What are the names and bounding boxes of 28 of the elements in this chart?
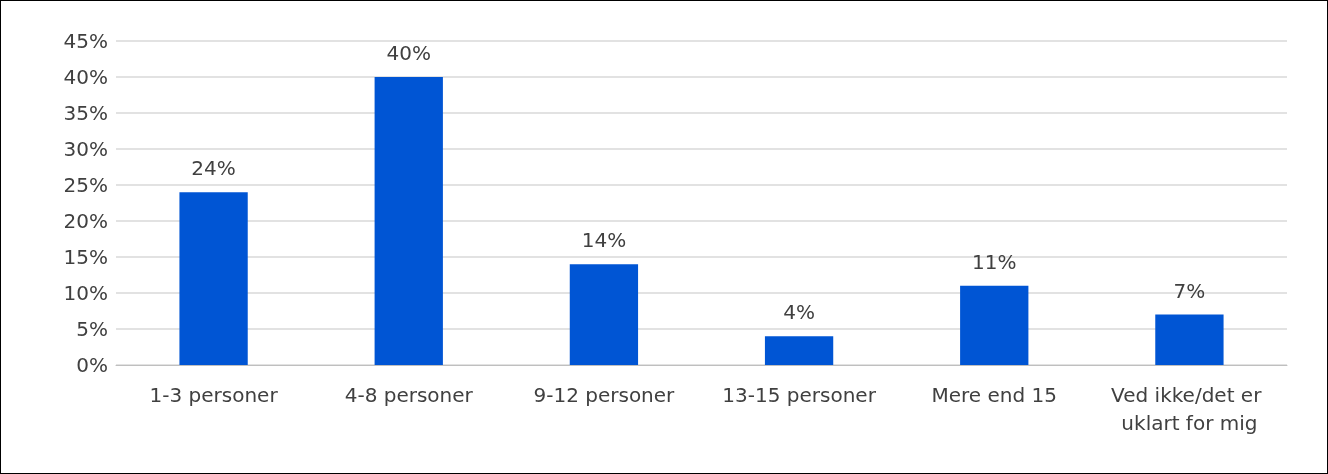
bar <box>1155 314 1224 365</box>
y-tick-label: 40% <box>63 65 108 89</box>
x-tick-label: 4-8 personer <box>344 383 474 407</box>
x-tick-label: 9-12 personer <box>533 383 676 407</box>
data-label: 11% <box>972 249 1017 274</box>
x-tick-label: Mere end 15 <box>931 383 1057 407</box>
y-tick-label: 10% <box>63 281 108 305</box>
data-label: 7% <box>1173 278 1206 303</box>
y-tick-label: 30% <box>63 137 108 161</box>
data-label: 4% <box>783 300 815 325</box>
y-tick-label: 45% <box>63 29 108 53</box>
y-tick-label: 20% <box>63 209 108 233</box>
x-tick-label: Ved ikke/det er uklart for mig <box>1111 383 1268 435</box>
x-tick-label: 1-3 personer <box>149 383 279 407</box>
y-tick-label: 35% <box>63 101 108 125</box>
x-tick-label: 13-15 personer <box>722 383 877 407</box>
data-label: 24% <box>191 156 236 181</box>
y-tick-label: 0% <box>76 353 108 377</box>
bar <box>960 285 1029 365</box>
data-label: 14% <box>581 228 627 253</box>
bar <box>764 336 834 365</box>
bar <box>374 77 443 365</box>
bar <box>179 192 248 365</box>
y-tick-label: 15% <box>63 245 108 269</box>
data-label: 40% <box>386 41 431 65</box>
bar <box>569 264 639 365</box>
y-tick-label: 25% <box>63 173 108 197</box>
y-tick-label: 5% <box>76 317 108 341</box>
